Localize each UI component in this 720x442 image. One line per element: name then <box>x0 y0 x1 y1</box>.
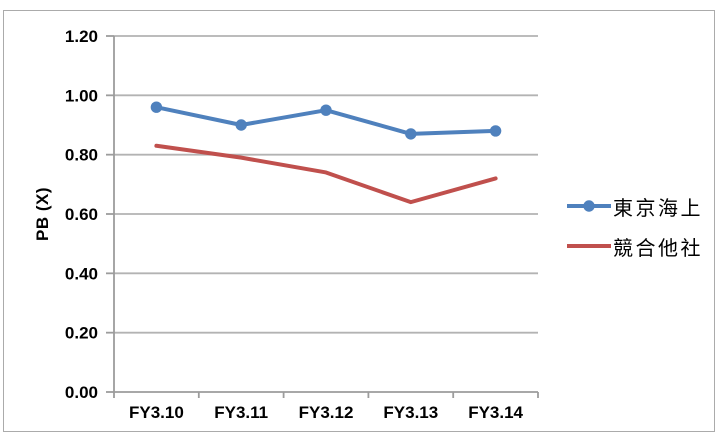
y-tick-label: 1.20 <box>65 27 98 46</box>
x-tick-label: FY3.10 <box>129 403 184 422</box>
y-tick-label: 0.00 <box>65 383 98 402</box>
line-marker-swatch-icon <box>567 200 611 212</box>
legend-item-series-1: 競合他社 <box>566 233 716 260</box>
data-point-marker <box>150 101 163 113</box>
legend-label: 競合他社 <box>613 237 703 260</box>
y-tick-label: 0.20 <box>65 324 98 343</box>
chart-area-border <box>3 10 715 432</box>
line-swatch-icon <box>567 244 611 248</box>
y-tick-label: 0.60 <box>65 205 98 224</box>
legend-label: 東京海上 <box>613 197 703 220</box>
y-tick-label: 0.80 <box>65 146 98 165</box>
series-line-1 <box>154 143 498 205</box>
x-tick-label: FY3.14 <box>468 403 523 422</box>
y-tick-label: 0.40 <box>65 264 98 283</box>
x-tick-label: FY3.13 <box>383 403 438 422</box>
y-tick-label: 1.00 <box>65 86 98 105</box>
legend: 東京海上 競合他社 <box>566 193 716 260</box>
x-tick-label: FY3.12 <box>299 403 354 422</box>
data-point-marker <box>405 128 417 140</box>
data-point-marker <box>320 104 332 116</box>
x-tick-label: FY3.11 <box>214 403 268 422</box>
data-point-marker <box>235 119 247 131</box>
legend-item-series-0: 東京海上 <box>566 193 716 220</box>
data-point-marker <box>489 125 502 137</box>
y-axis-title: PB (X) <box>33 187 52 241</box>
